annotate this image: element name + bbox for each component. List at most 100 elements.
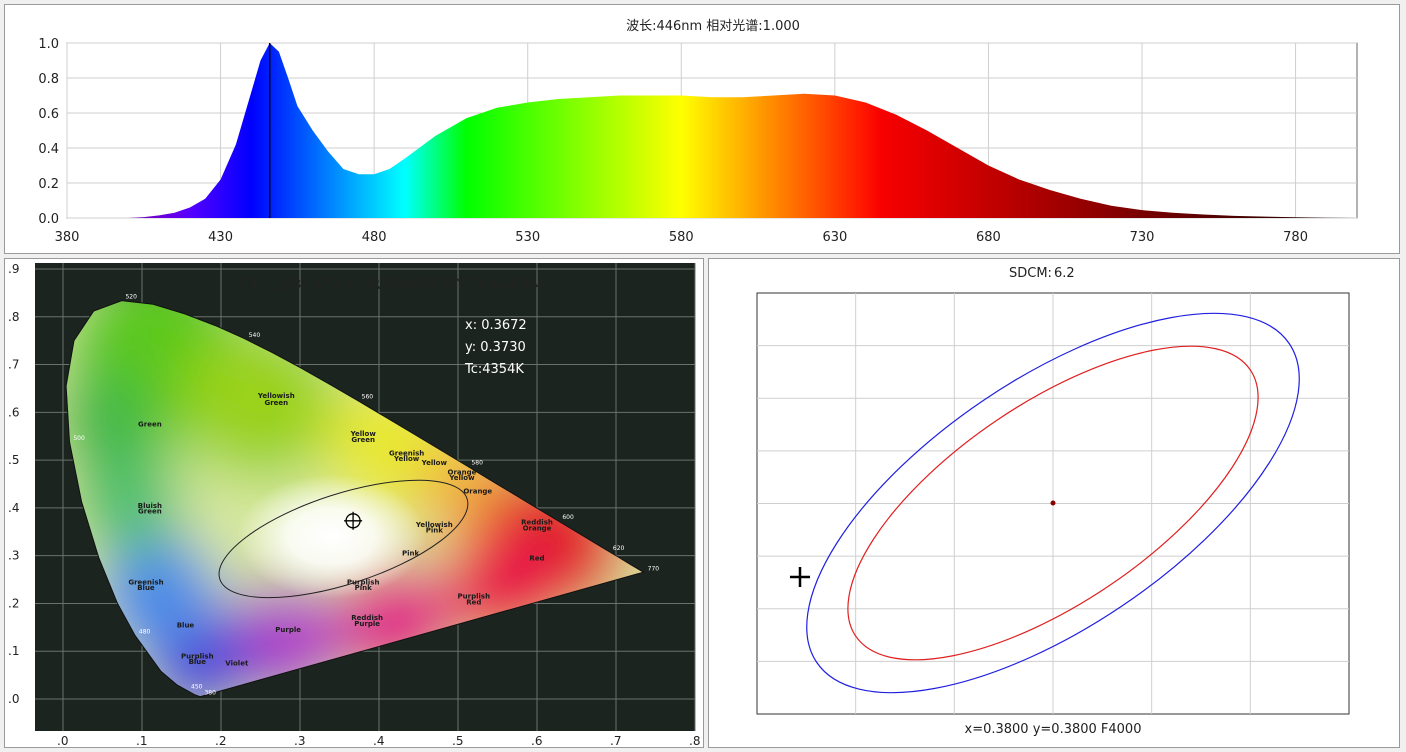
cie-y-tick-label: .2	[8, 596, 19, 610]
cie-region-label: Green	[351, 436, 375, 444]
cie-x-tick-label: .3	[294, 734, 305, 747]
cie-region-label: Green	[264, 399, 288, 407]
cie-wavelength-label: 580	[471, 459, 483, 466]
readout-x: x: 0.3672	[465, 318, 527, 333]
cie-y-tick-label: .7	[8, 358, 19, 372]
spectral-locus	[65, 300, 645, 698]
cie-wavelength-label: 600	[562, 514, 574, 521]
cie-wavelength-label: 560	[362, 393, 374, 400]
sdcm-center-point	[1050, 500, 1056, 506]
y-tick-label: 0.4	[38, 142, 59, 157]
cie-x-tick-label: .6	[531, 734, 542, 747]
x-tick-label: 380	[55, 230, 80, 245]
sdcm-label: SDCM:	[1009, 266, 1052, 281]
cie-wavelength-label: 380	[204, 690, 216, 697]
cie-y-tick-label: .3	[8, 549, 19, 563]
y-tick-label: 1.0	[38, 37, 59, 52]
y-tick-label: 0.0	[38, 212, 59, 227]
cie-region-label: Greenish	[128, 578, 163, 586]
y-tick-label: 0.2	[38, 177, 59, 192]
cie-x-tick-label: .7	[610, 734, 621, 747]
cie-y-tick-label: .4	[8, 501, 19, 515]
sdcm-chart: SDCM: 6.2 x=0.3800 y=0.3800 F4000	[756, 266, 1350, 737]
spectrum-chart: 波长:446nm 相对光谱:1.000 380 430 480 530 580 630 68…	[38, 19, 1358, 245]
cie-region-label: Orange	[448, 468, 477, 476]
cie-x-tick-label: .2	[215, 734, 226, 747]
chromaticity-point-marker[interactable]	[344, 511, 363, 530]
x-tick-label: 730	[1130, 230, 1155, 245]
cie-region-label: Orange	[463, 488, 492, 496]
cie-color-blob	[66, 371, 153, 472]
sdcm-grid	[757, 293, 1349, 714]
x-tick-label: 530	[515, 230, 540, 245]
cie-y-tick-label: .8	[8, 310, 19, 324]
readout-y: y: 0.3730	[465, 340, 526, 355]
cie-wavelength-label: 770	[648, 565, 660, 572]
spectrum-header: 波长:446nm 相对光谱:1.000	[626, 19, 800, 34]
y-tick-label: 0.6	[38, 107, 59, 122]
cie-x-tick-label: .1	[136, 734, 147, 747]
cie-region-label: Pink	[426, 527, 444, 535]
cie-title: CIE 1931XYZ CHROMATICITY DIAGRAM	[242, 277, 545, 293]
cie-region-label: Yellow	[448, 474, 475, 482]
cie-white-boundary	[218, 479, 469, 599]
x-tick-label: 580	[669, 230, 694, 245]
cie-region-label: Purple	[275, 626, 301, 634]
cie-y-tick-label: .1	[8, 644, 19, 658]
cie-region-label: Red	[529, 554, 544, 562]
cie-region-label: Yellow	[350, 430, 377, 438]
readout-tc: Tc:4354K	[464, 362, 524, 377]
cie-region-label: Green	[138, 421, 162, 429]
cie-region-label: Yellowish	[415, 521, 453, 529]
cie-region-label: Purplish	[347, 578, 380, 586]
x-tick-label: 480	[362, 230, 387, 245]
cie-region-label: Violet	[225, 660, 249, 668]
cie-wavelength-label: 620	[613, 545, 625, 552]
spectrum-area	[67, 43, 1357, 218]
cie-region-label: Purplish	[181, 652, 214, 660]
sdcm-outer-ellipse	[806, 312, 1300, 694]
cie-region-label: Reddish	[521, 519, 553, 527]
cie-y-tick-label: .5	[8, 453, 19, 467]
cie-tick-labels: .0 .1 .2 .3 .4 .5 .6 .7 .8 .0 .1 .2 .3 .4 .5 .6 .7 .8 .9	[8, 262, 700, 747]
cie-region-label: Yellow	[393, 455, 420, 463]
sdcm-footer: x=0.3800 y=0.3800 F4000	[965, 722, 1142, 737]
cie-x-tick-label: .4	[373, 734, 384, 747]
cie-region-labels: GreenYellowishGreenYellowGreenGreenishYe…	[128, 392, 553, 668]
cie-region-label: Blue	[189, 658, 207, 666]
cie-region-label: Greenish	[389, 449, 424, 457]
x-tick-label: 780	[1283, 230, 1308, 245]
cie-region-label: Pink	[402, 550, 420, 558]
cie-region-label: Pink	[355, 584, 373, 592]
cie-region-label: Yellowish	[257, 392, 295, 400]
cie-wavelength-label: 450	[191, 683, 203, 690]
x-tick-label: 630	[822, 230, 847, 245]
cie-x-tick-label: .5	[452, 734, 463, 747]
cie-region-label: Purple	[354, 620, 380, 628]
cie-x-tick-label: .8	[689, 734, 700, 747]
cie-wavelength-label: 540	[249, 332, 261, 339]
cie-region-label: Yellow	[421, 459, 448, 467]
cie-chart: GreenYellowishGreenYellowGreenGreenishYe…	[8, 262, 700, 747]
cie-wavelength-label: 520	[125, 294, 137, 301]
cie-wavelength-label: 480	[139, 628, 151, 635]
x-tick-label: 680	[976, 230, 1001, 245]
sdcm-measured-point-marker[interactable]	[790, 567, 810, 587]
y-tick-label: 0.8	[38, 72, 59, 87]
cie-region-label: Red	[466, 598, 481, 606]
cie-region-label: Bluish	[138, 502, 162, 510]
sdcm-inner-ellipse	[847, 345, 1259, 661]
cie-region-label: Orange	[523, 524, 552, 532]
cie-y-tick-label: .6	[8, 405, 19, 419]
cie-y-tick-label: .0	[8, 692, 19, 706]
spectrum-tick-labels: 380 430 480 530 580 630 680 730 780 0.0 0.2 0.4 0.6 0…	[38, 37, 1308, 245]
cie-panel: Green Yellowish Green Yellow Green Greenish Ye…	[4, 258, 704, 748]
cie-region-label: Blue	[177, 621, 195, 629]
cie-region-label: Blue	[137, 584, 155, 592]
cie-wavelength-label: 500	[73, 435, 85, 442]
sdcm-value: 6.2	[1054, 266, 1075, 281]
cie-region-label: Reddish	[351, 614, 383, 622]
cie-region-label: Green	[138, 508, 162, 516]
cie-y-tick-label: .9	[8, 262, 19, 276]
